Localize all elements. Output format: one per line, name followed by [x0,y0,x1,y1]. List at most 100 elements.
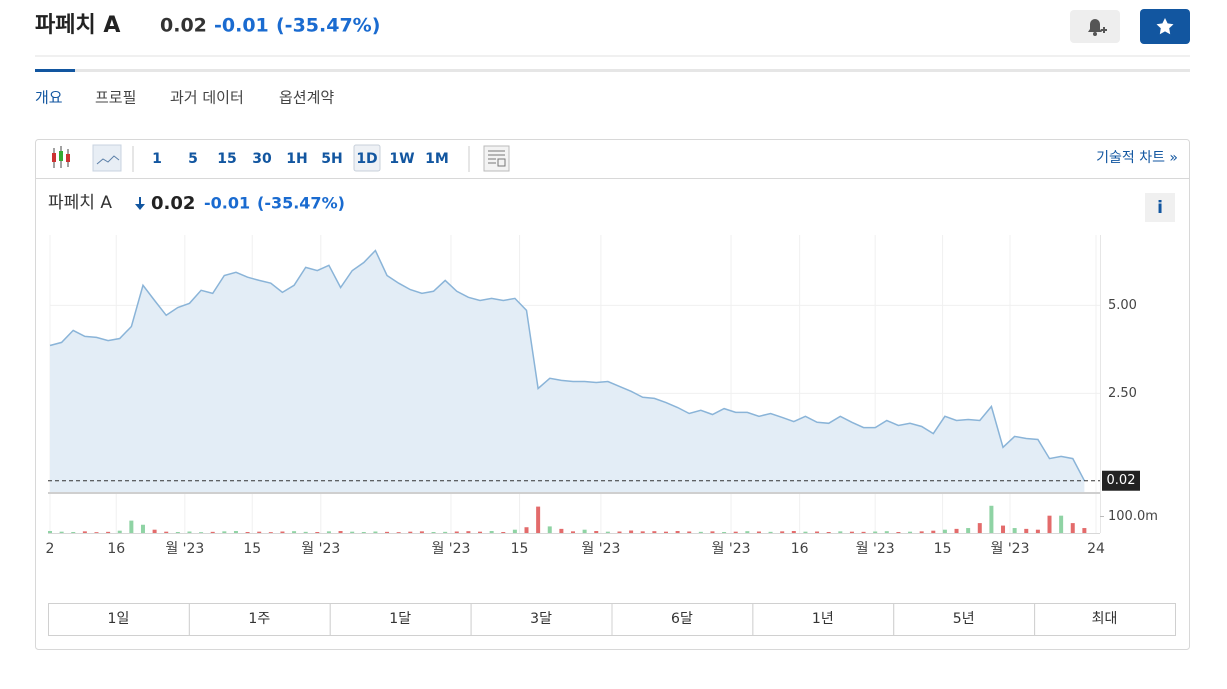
range-label[interactable]: 5년 [953,611,975,627]
volume-bar [849,531,854,533]
volume-bar [175,532,180,533]
x-tick-label: 월 '23 [990,541,1029,557]
info-button[interactable] [1145,193,1175,222]
interval-button[interactable]: 5H [321,151,342,167]
volume-bar [106,531,111,533]
range-button[interactable] [752,603,895,636]
x-tick-label: 15 [511,541,529,557]
volume-bar [245,532,250,533]
volume-tick-label: 100.0m [1108,509,1158,524]
interval-button[interactable]: 1M [425,151,449,167]
volume-bar [59,531,64,533]
range-button[interactable] [470,603,613,636]
area-icon[interactable] [92,144,122,172]
volume-bar [559,528,564,533]
info-label[interactable]: i [1157,198,1163,218]
interval-button[interactable]: 1H [286,151,307,167]
volume-bar [652,531,657,533]
tab[interactable]: 개요 [35,89,63,107]
interval-button[interactable]: 1W [389,151,414,167]
tab[interactable]: 옵션계약 [279,89,334,107]
candle-icon[interactable] [52,146,70,168]
range-button[interactable] [1034,603,1176,636]
technical-chart-link[interactable]: 기술적 차트 » [1096,150,1178,166]
volume-bar [722,532,727,533]
volume-bar [478,531,483,533]
volume-bar [408,531,413,533]
volume-bar [791,531,796,533]
volume-bar [199,532,204,533]
last-price-badge [1102,470,1140,491]
volume-bar [292,531,297,533]
volume-bar [826,532,831,533]
tab[interactable]: 프로필 [95,89,136,107]
volume-bar [94,532,99,533]
tab[interactable]: 과거 데이터 [170,89,244,107]
change: -0.01 [214,15,269,37]
volume-bar [966,528,971,533]
volume-bar [803,531,808,533]
interval-button[interactable]: 5 [188,151,198,167]
volume-bar [745,531,750,533]
range-button[interactable] [611,603,754,636]
volume-bar [82,531,87,533]
volume-bar [524,527,529,533]
volume-bar [675,531,680,533]
volume-bar [536,506,541,533]
volume-bar [454,531,459,533]
volume-bar [489,531,494,533]
range-button[interactable] [188,603,331,636]
range-label[interactable]: 1주 [248,611,270,627]
range-label[interactable]: 최대 [1092,611,1118,627]
volume-bar [129,520,134,533]
price-area [50,250,1085,492]
volume-bar [419,531,424,533]
volume-bar [268,532,273,533]
volume-bar [326,531,331,533]
volume-bar [71,532,76,533]
volume-bar [140,524,145,533]
volume-bar [896,532,901,533]
x-tick-label: 월 '23 [165,541,204,557]
volume-bar [1035,529,1040,533]
volume-bar [466,531,471,533]
chart-change-percent: (-35.47%) [257,194,345,213]
watchlist-button[interactable] [1140,9,1190,44]
range-button[interactable] [329,603,472,636]
interval-button[interactable]: 15 [217,151,236,167]
volume-bar [617,531,622,533]
volume-bar [1024,528,1029,533]
volume-bar [350,531,355,533]
x-tick-label: 월 '23 [712,541,751,557]
last-price-label: 0.02 [1107,473,1136,488]
volume-bar [884,531,889,533]
volume-bar [361,532,366,533]
volume-bar [1070,523,1075,533]
range-button[interactable] [893,603,1036,636]
volume-bar [605,531,610,533]
volume-bar [48,531,52,533]
range-label[interactable]: 1년 [812,611,834,627]
range-label[interactable]: 1일 [108,611,130,627]
x-tick-label: 16 [107,541,125,557]
change-percent: (-35.47%) [276,15,380,37]
interval-button[interactable]: 1 [152,151,162,167]
volume-bar [315,532,320,533]
range-label[interactable]: 6달 [671,611,693,627]
interval-active-bg [353,144,381,172]
interval-button[interactable]: 1D [356,151,377,167]
layout-icon[interactable] [483,145,510,172]
volume-bar [815,531,820,533]
volume-bar [1059,515,1064,533]
alert-button[interactable] [1070,10,1120,43]
range-label[interactable]: 1달 [389,611,411,627]
range-button[interactable] [48,603,190,636]
range-label[interactable]: 3달 [530,611,552,627]
interval-button[interactable]: 30 [252,151,272,167]
volume-bar [233,531,238,533]
x-tick-label: 15 [243,541,261,557]
volume-bar [443,531,448,533]
volume-bar [1012,528,1017,533]
volume-bar [594,531,599,533]
